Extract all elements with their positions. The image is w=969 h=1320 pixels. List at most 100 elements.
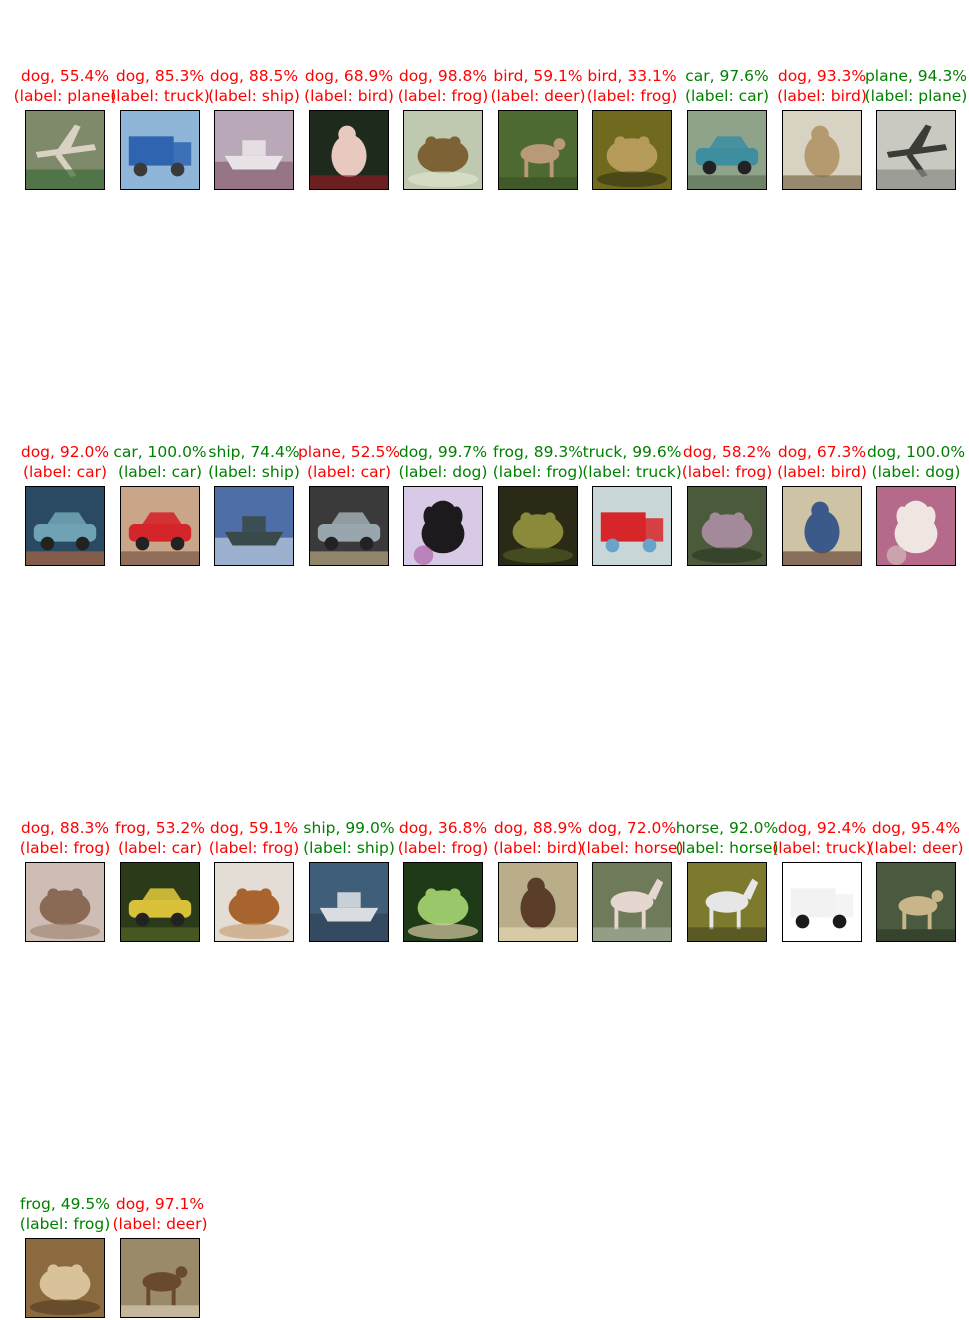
dog-thumbnail bbox=[403, 486, 483, 566]
prediction-caption: frog, 53.2% (label: car) bbox=[100, 818, 220, 858]
true-label-text: (label: car) bbox=[306, 463, 392, 481]
prediction-caption: dog, 98.8% (label: frog) bbox=[383, 66, 503, 106]
horse-thumbnail bbox=[592, 862, 672, 942]
prediction-cell: dog, 98.8% (label: frog) bbox=[398, 67, 488, 190]
prediction-cell: frog, 49.5% (label: frog) bbox=[20, 1195, 110, 1318]
prediction-caption: dog, 88.3% (label: frog) bbox=[5, 818, 125, 858]
predicted-class-text: ship, 99.0% bbox=[303, 819, 395, 837]
prediction-cell: plane, 52.5% (label: car) bbox=[298, 443, 400, 566]
prediction-caption: dog, 58.2% (label: frog) bbox=[667, 442, 787, 482]
bird-thumbnail bbox=[782, 486, 862, 566]
car-thumbnail bbox=[687, 110, 767, 190]
prediction-cell: ship, 74.4% (label: ship) bbox=[208, 443, 300, 566]
prediction-caption: dog, 95.4% (label: deer) bbox=[856, 818, 969, 858]
predicted-class-text: frog, 89.3% bbox=[493, 443, 583, 461]
prediction-caption: car, 97.6% (label: car) bbox=[667, 66, 787, 106]
true-label-text: (label: frog) bbox=[19, 1215, 111, 1233]
true-label-text: (label: frog) bbox=[397, 839, 489, 857]
prediction-cell: truck, 99.6% (label: truck) bbox=[582, 443, 682, 566]
prediction-cell: bird, 59.1% (label: deer) bbox=[490, 67, 586, 190]
prediction-caption: dog, 36.8% (label: frog) bbox=[383, 818, 503, 858]
prediction-cell: dog, 95.4% (label: deer) bbox=[868, 819, 964, 942]
true-label-text: (label: car) bbox=[22, 463, 108, 481]
predicted-class-text: dog, 98.8% bbox=[398, 67, 488, 85]
predicted-class-text: dog, 99.7% bbox=[398, 443, 488, 461]
true-label-text: (label: frog) bbox=[681, 463, 773, 481]
frog-thumbnail bbox=[498, 486, 578, 566]
prediction-caption: dog, 97.1% (label: deer) bbox=[100, 1194, 220, 1234]
prediction-caption: frog, 49.5% (label: frog) bbox=[5, 1194, 125, 1234]
prediction-caption: dog, 88.9% (label: bird) bbox=[478, 818, 598, 858]
predicted-class-text: dog, 36.8% bbox=[398, 819, 488, 837]
prediction-caption: dog, 55.4% (label: plane) bbox=[5, 66, 125, 106]
true-label-text: (label: frog) bbox=[397, 87, 489, 105]
true-label-text: (label: bird) bbox=[777, 463, 867, 481]
prediction-cell: dog, 92.0% (label: car) bbox=[21, 443, 109, 566]
prediction-cell: car, 100.0% (label: car) bbox=[113, 443, 207, 566]
prediction-caption: car, 100.0% (label: car) bbox=[100, 442, 220, 482]
horse-thumbnail bbox=[687, 862, 767, 942]
true-label-text: (label: ship) bbox=[208, 463, 300, 481]
predicted-class-text: dog, 92.4% bbox=[777, 819, 867, 837]
frog-thumbnail bbox=[687, 486, 767, 566]
bird-thumbnail bbox=[498, 862, 578, 942]
prediction-cell: dog, 59.1% (label: frog) bbox=[209, 819, 299, 942]
prediction-cell: car, 97.6% (label: car) bbox=[685, 67, 769, 190]
prediction-caption: bird, 59.1% (label: deer) bbox=[478, 66, 598, 106]
true-label-text: (label: frog) bbox=[492, 463, 584, 481]
predicted-class-text: frog, 53.2% bbox=[115, 819, 205, 837]
predicted-class-text: dog, 97.1% bbox=[115, 1195, 205, 1213]
prediction-caption: dog, 93.3% (label: bird) bbox=[762, 66, 882, 106]
ship-thumbnail bbox=[214, 486, 294, 566]
frog-thumbnail bbox=[25, 1238, 105, 1318]
true-label-text: (label: truck) bbox=[582, 463, 682, 481]
prediction-caption: bird, 33.1% (label: frog) bbox=[572, 66, 692, 106]
predicted-class-text: car, 97.6% bbox=[685, 67, 769, 85]
car-thumbnail bbox=[120, 486, 200, 566]
prediction-cell: dog, 85.3% (label: truck) bbox=[110, 67, 210, 190]
prediction-cell: dog, 58.2% (label: frog) bbox=[682, 443, 772, 566]
true-label-text: (label: ship) bbox=[303, 839, 395, 857]
predicted-class-text: dog, 85.3% bbox=[115, 67, 205, 85]
predicted-class-text: dog, 67.3% bbox=[777, 443, 867, 461]
prediction-caption: dog, 88.5% (label: ship) bbox=[194, 66, 314, 106]
plane-thumbnail bbox=[25, 110, 105, 190]
prediction-caption: horse, 92.0% (label: horse) bbox=[667, 818, 787, 858]
prediction-caption: dog, 99.7% (label: dog) bbox=[383, 442, 503, 482]
predicted-class-text: dog, 58.2% bbox=[682, 443, 772, 461]
true-label-text: (label: bird) bbox=[304, 87, 394, 105]
true-label-text: (label: horse) bbox=[675, 839, 779, 857]
prediction-caption: dog, 92.4% (label: truck) bbox=[762, 818, 882, 858]
true-label-text: (label: horse) bbox=[580, 839, 684, 857]
predicted-class-text: dog, 72.0% bbox=[587, 819, 677, 837]
deer-thumbnail bbox=[498, 110, 578, 190]
plane-thumbnail bbox=[876, 110, 956, 190]
prediction-caption: dog, 92.0% (label: car) bbox=[5, 442, 125, 482]
prediction-cell: dog, 97.1% (label: deer) bbox=[112, 1195, 208, 1318]
true-label-text: (label: deer) bbox=[112, 1215, 208, 1233]
predicted-class-text: bird, 33.1% bbox=[587, 67, 677, 85]
truck-thumbnail bbox=[120, 110, 200, 190]
prediction-caption: ship, 99.0% (label: ship) bbox=[289, 818, 409, 858]
bird-thumbnail bbox=[309, 110, 389, 190]
prediction-cell: dog, 88.9% (label: bird) bbox=[493, 819, 583, 942]
predicted-class-text: dog, 95.4% bbox=[871, 819, 961, 837]
predicted-class-text: dog, 100.0% bbox=[866, 443, 966, 461]
prediction-cell: dog, 36.8% (label: frog) bbox=[398, 819, 488, 942]
prediction-cell: dog, 72.0% (label: horse) bbox=[580, 819, 684, 942]
prediction-caption: ship, 74.4% (label: ship) bbox=[194, 442, 314, 482]
prediction-cell: horse, 92.0% (label: horse) bbox=[675, 819, 779, 942]
predicted-class-text: dog, 68.9% bbox=[304, 67, 394, 85]
predicted-class-text: frog, 49.5% bbox=[20, 1195, 110, 1213]
true-label-text: (label: dog) bbox=[398, 463, 488, 481]
frog-thumbnail bbox=[403, 862, 483, 942]
prediction-cell: dog, 100.0% (label: dog) bbox=[867, 443, 965, 566]
true-label-text: (label: ship) bbox=[208, 87, 300, 105]
predicted-class-text: dog, 88.5% bbox=[209, 67, 299, 85]
prediction-caption: truck, 99.6% (label: truck) bbox=[572, 442, 692, 482]
predicted-class-text: car, 100.0% bbox=[113, 443, 207, 461]
predicted-class-text: dog, 88.3% bbox=[20, 819, 110, 837]
deer-thumbnail bbox=[120, 1238, 200, 1318]
prediction-cell: plane, 94.3% (label: plane) bbox=[865, 67, 967, 190]
true-label-text: (label: truck) bbox=[772, 839, 872, 857]
